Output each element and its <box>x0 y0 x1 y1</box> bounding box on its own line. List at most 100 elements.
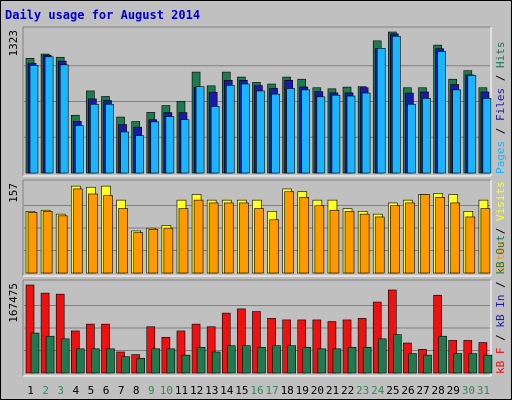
bar-sites-day-8 <box>133 232 143 274</box>
day-label-21: 21 <box>326 384 339 397</box>
bar-kb-f-day-11 <box>176 330 186 374</box>
bar-sites-day-21 <box>329 209 340 274</box>
bar-pages-day-14 <box>225 84 235 174</box>
bar-sites-day-23 <box>359 213 370 274</box>
bar-sites-day-13 <box>208 202 219 274</box>
bar-kb-f-day-28 <box>433 294 442 374</box>
bar-kb-out-day-11 <box>181 354 191 374</box>
bar-pages-day-3 <box>59 64 69 174</box>
legend-item: Visits <box>494 181 507 221</box>
day-label-3: 3 <box>57 384 64 397</box>
legend-item: Pages <box>494 141 507 174</box>
bar-kb-out-day-1 <box>30 332 40 374</box>
bar-pages-day-1 <box>29 65 39 174</box>
bar-kb-out-day-5 <box>91 348 100 374</box>
bar-kb-f-day-25 <box>388 289 397 374</box>
bar-sites-day-5 <box>88 193 98 274</box>
bar-sites-day-7 <box>118 208 128 274</box>
bar-sites-day-28 <box>435 197 445 274</box>
legend-middle: Sites / Visits <box>494 181 507 274</box>
bar-sites-day-18 <box>284 191 294 274</box>
day-label-10: 10 <box>160 384 173 397</box>
bar-kb-out-day-12 <box>196 346 206 374</box>
bar-kb-out-day-26 <box>408 353 417 374</box>
bar-sites-day-3 <box>57 215 68 274</box>
bar-kb-out-day-29 <box>453 353 463 374</box>
bar-kb-f-day-23 <box>357 318 367 374</box>
bar-pages-day-22 <box>346 95 356 174</box>
bar-kb-f-day-22 <box>342 319 352 374</box>
day-label-15: 15 <box>235 384 248 397</box>
bar-sites-day-29 <box>450 202 461 274</box>
bar-kb-f-day-3 <box>55 293 65 374</box>
bar-sites-day-1 <box>27 212 38 274</box>
bar-kb-out-day-27 <box>423 354 432 374</box>
bar-pages-day-6 <box>105 103 114 174</box>
bar-sites-day-14 <box>223 202 234 274</box>
day-label-28: 28 <box>432 384 445 397</box>
bar-pages-day-30 <box>467 75 477 174</box>
bar-kb-out-day-21 <box>332 348 342 374</box>
day-label-31: 31 <box>477 384 490 397</box>
bar-pages-day-13 <box>210 106 220 174</box>
bar-pages-day-9 <box>150 121 160 174</box>
day-label-7: 7 <box>118 384 125 397</box>
bar-kb-out-day-16 <box>257 346 266 374</box>
bar-kb-out-day-6 <box>106 348 115 374</box>
bar-kb-f-day-21 <box>327 321 337 374</box>
bar-kb-out-day-25 <box>393 334 402 374</box>
bar-kb-out-day-14 <box>226 345 236 374</box>
bar-sites-day-17 <box>269 219 279 274</box>
day-label-25: 25 <box>386 384 399 397</box>
day-label-4: 4 <box>73 384 80 397</box>
day-label-1: 1 <box>27 384 34 397</box>
bar-kb-out-day-17 <box>272 345 281 374</box>
legend-separator: / <box>494 68 507 88</box>
legend-item: kB In <box>494 295 507 328</box>
bar-kb-out-day-18 <box>287 345 296 374</box>
day-label-12: 12 <box>190 384 203 397</box>
bar-sites-day-22 <box>344 211 355 274</box>
bar-sites-day-16 <box>254 208 264 274</box>
bar-kb-out-day-22 <box>347 346 357 374</box>
bar-pages-day-8 <box>135 135 144 174</box>
bar-sites-day-2 <box>42 211 53 274</box>
day-label-24: 24 <box>371 384 385 397</box>
bar-pages-day-20 <box>316 96 326 174</box>
bar-pages-day-27 <box>422 98 431 174</box>
day-label-17: 17 <box>265 384 278 397</box>
bar-kb-out-day-30 <box>468 353 478 374</box>
legend-item: Sites <box>494 241 507 274</box>
day-label-11: 11 <box>175 384 188 397</box>
bar-kb-out-day-28 <box>438 335 447 374</box>
legend-bottom: kB F / kB In / kB Out <box>494 235 507 374</box>
legend-separator: / <box>494 221 507 241</box>
ytick-bottom: 167475 <box>7 283 20 323</box>
day-label-5: 5 <box>88 384 95 397</box>
ytick-top: 1323 <box>7 30 20 57</box>
legend-item: Hits <box>494 42 507 69</box>
bar-sites-day-4 <box>72 188 83 274</box>
legend-item: kB Out <box>494 235 507 275</box>
bar-sites-day-26 <box>405 202 415 274</box>
legend-separator: / <box>494 275 507 295</box>
bar-kb-out-day-15 <box>242 345 251 374</box>
bar-pages-day-10 <box>165 116 175 174</box>
day-label-20: 20 <box>311 384 324 397</box>
ytick-middle: 157 <box>7 183 20 203</box>
bar-sites-day-31 <box>480 208 491 274</box>
bar-kb-out-day-19 <box>302 346 312 374</box>
bar-pages-day-26 <box>407 103 416 174</box>
bar-kb-out-day-7 <box>121 356 130 374</box>
bar-kb-out-day-2 <box>45 335 55 374</box>
day-label-30: 30 <box>462 384 475 397</box>
bar-sites-day-25 <box>390 205 400 274</box>
day-label-6: 6 <box>103 384 110 397</box>
bar-pages-day-11 <box>180 119 190 174</box>
day-label-2: 2 <box>42 384 49 397</box>
bar-pages-day-7 <box>120 131 129 174</box>
bar-kb-out-day-9 <box>151 348 161 374</box>
day-label-22: 22 <box>341 384 354 397</box>
